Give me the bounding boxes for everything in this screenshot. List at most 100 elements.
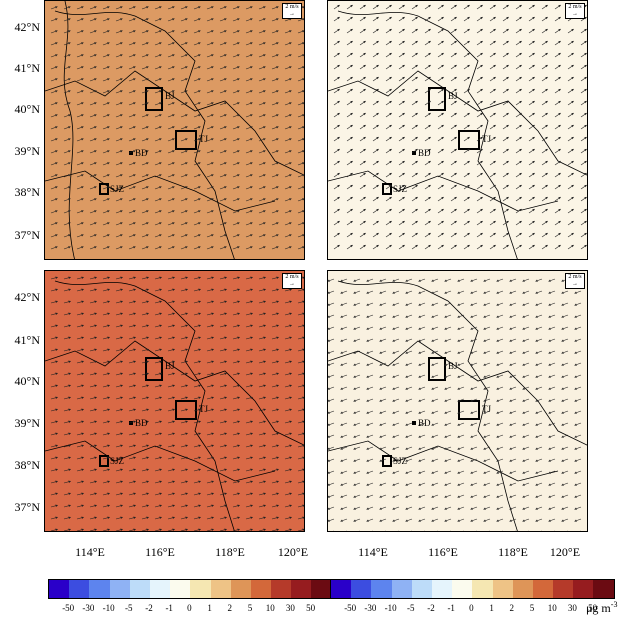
wind-vector-head <box>263 174 266 177</box>
wind-vector-head <box>532 52 535 56</box>
wind-vector-head <box>276 138 279 141</box>
wind-vector-head <box>337 196 340 200</box>
wind-vector-head <box>276 198 279 201</box>
wind-vector-head <box>496 471 499 474</box>
wind-vector-head <box>480 76 483 80</box>
wind-vector-head <box>574 339 577 342</box>
wind-vector-head <box>522 423 525 426</box>
wind-vector-head <box>81 432 84 435</box>
wind-vector-head <box>506 88 509 92</box>
wind-vector-head <box>574 375 577 378</box>
wind-vector-head <box>250 114 253 117</box>
y-tick-label: 39°N <box>14 144 40 158</box>
wind-vector-head <box>571 160 574 164</box>
wind-vector-head <box>120 456 123 459</box>
wind-vector-head <box>379 483 382 486</box>
wind-vector-head <box>159 30 162 33</box>
wind-vector-head <box>389 244 392 248</box>
wind-vector-head <box>185 492 188 495</box>
colorbar-swatch <box>512 580 533 598</box>
wind-vector-head <box>263 288 266 291</box>
wind-vector-head <box>522 495 525 498</box>
wind-vector-head <box>480 136 483 140</box>
wind-vector-head <box>263 396 266 399</box>
wind-vector-head <box>328 423 330 426</box>
wind-vector-head <box>366 435 369 438</box>
wind-vector-head <box>107 420 110 423</box>
wind-vector-head <box>431 279 434 282</box>
wind-vector-head <box>561 351 564 354</box>
wind-vector-head <box>353 291 356 294</box>
wind-vector-head <box>366 387 369 390</box>
wind-vector-head <box>224 492 227 495</box>
wind-vector-head <box>289 234 292 237</box>
wind-vector-head <box>159 396 162 399</box>
wind-vector-head <box>276 336 279 339</box>
wind-vector-head <box>444 327 447 330</box>
wind-vector-head <box>519 28 522 32</box>
wind-vector-head <box>224 360 227 363</box>
wind-vector-head <box>535 351 538 354</box>
wind-vector-head <box>185 396 188 399</box>
wind-vector-head <box>561 507 564 510</box>
wind-vector-head <box>94 210 97 213</box>
wind-vector-head <box>120 6 123 9</box>
wind-vector-head <box>509 327 512 330</box>
wind-vector-head <box>81 528 84 531</box>
wind-vector-head <box>276 150 279 153</box>
wind-vector-head <box>480 220 483 224</box>
wind-vector-head <box>198 234 201 237</box>
wind-vector-head <box>68 78 71 81</box>
wind-vector-head <box>302 444 304 447</box>
wind-vector-head <box>496 507 499 510</box>
wind-vector-head <box>561 459 564 462</box>
wind-vector-head <box>120 186 123 189</box>
wind-vector-head <box>470 447 473 450</box>
wind-vector-head <box>237 396 240 399</box>
colorbar-tick-label: 10 <box>547 603 557 613</box>
wind-vector-head <box>172 198 175 201</box>
wind-vector-head <box>107 198 110 201</box>
wind-vector-head <box>198 246 201 249</box>
city-label-bd: BD <box>418 418 431 428</box>
wind-vector-head <box>289 78 292 81</box>
wind-vector-head <box>211 186 214 189</box>
wind-vector-head <box>146 174 149 177</box>
wind-vector-head <box>289 54 292 57</box>
wind-vector-head <box>574 459 577 462</box>
wind-vector-head <box>211 276 214 279</box>
wind-vector-head <box>81 246 84 249</box>
wind-vector-head <box>198 6 201 9</box>
wind-vector-head <box>55 336 58 339</box>
wind-vector-head <box>68 90 71 93</box>
wind-vector-head <box>172 174 175 177</box>
wind-vector-head <box>68 162 71 165</box>
wind-vector-head <box>224 42 227 45</box>
wind-vector-head <box>506 244 509 248</box>
wind-vector-head <box>159 78 162 81</box>
wind-vector-head <box>457 351 460 354</box>
wind-vector-head <box>389 88 392 92</box>
wind-vector-head <box>415 100 418 104</box>
wind-vector-head <box>441 160 444 164</box>
y-tick-label: 37°N <box>14 500 40 514</box>
wind-vector-head <box>561 339 564 342</box>
wind-vector-head <box>120 432 123 435</box>
wind-vector-head <box>522 327 525 330</box>
wind-vector-head <box>185 186 188 189</box>
wind-vector-head <box>506 40 509 44</box>
wind-vector-head <box>81 162 84 165</box>
wind-vector-head <box>172 480 175 483</box>
wind-vector-head <box>457 399 460 402</box>
wind-vector-head <box>509 495 512 498</box>
wind-vector-head <box>237 66 240 69</box>
wind-vector-head <box>146 210 149 213</box>
wind-vector-head <box>107 18 110 21</box>
wind-vector-head <box>548 471 551 474</box>
wind-vector-head <box>211 384 214 387</box>
wind-vector-head <box>211 372 214 375</box>
wind-vector-head <box>457 531 459 532</box>
wind-vector-head <box>389 112 392 116</box>
wind-vector-head <box>185 246 188 249</box>
wind-vector-head <box>133 480 136 483</box>
